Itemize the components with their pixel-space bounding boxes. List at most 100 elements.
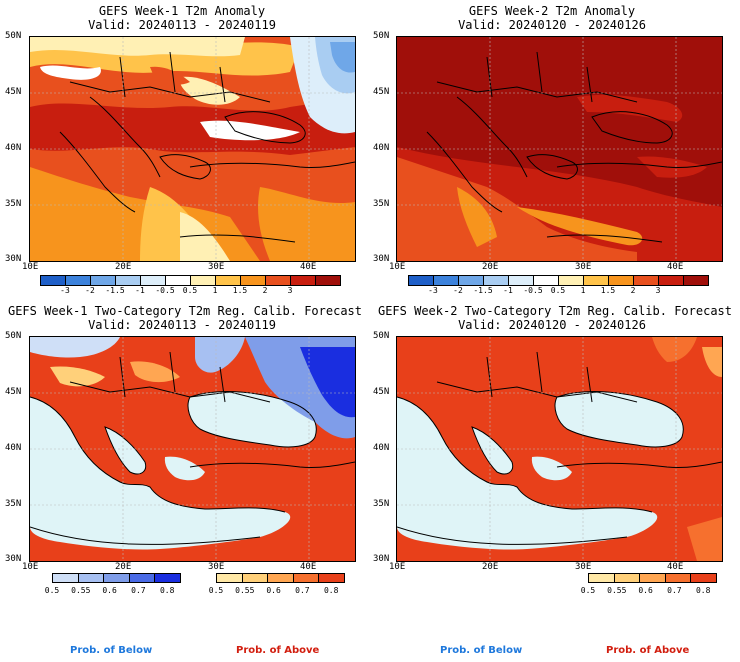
legend-prob-above: Prob. of Above — [236, 645, 320, 656]
prob-below-colorbar: 0.5 0.55 0.6 0.7 0.8 — [45, 573, 181, 595]
lon-label: 40E — [300, 262, 317, 272]
lon-label: 10E — [22, 262, 39, 272]
colorbar-label: -1.5 — [473, 286, 493, 295]
colorbar-segment — [215, 275, 241, 286]
colorbar-segment — [240, 275, 266, 286]
colorbar-label: 0.8 — [159, 586, 175, 595]
colorbar-label: 0.55 — [71, 586, 91, 595]
colorbar-segment — [65, 275, 91, 286]
colorbar-segment — [165, 275, 191, 286]
panel-title: GEFS Week-1 Two-Category T2m Reg. Calib.… — [7, 304, 362, 318]
colorbar-label: 1 — [212, 286, 218, 295]
panel-week2-probability: GEFS Week-2 Two-Category T2m Reg. Calib.… — [370, 300, 740, 600]
colorbar-label: -0.5 — [523, 286, 543, 295]
panel-title: GEFS Week-1 T2m Anomaly — [98, 4, 266, 18]
lon-label: 20E — [482, 562, 499, 572]
colorbar-segment — [690, 573, 717, 583]
panel-week1-probability: GEFS Week-1 Two-Category T2m Reg. Calib.… — [0, 300, 370, 600]
colorbar-segment — [613, 573, 641, 583]
lon-label: 20E — [115, 262, 132, 272]
lon-label: 30E — [575, 562, 592, 572]
colorbar-label: -1 — [503, 286, 513, 295]
lat-label: 30N — [373, 254, 390, 264]
lat-label: 45N — [373, 87, 390, 97]
panel-valid-dates: Valid: 20240120 - 20240126 — [458, 18, 646, 32]
lat-label: 35N — [5, 199, 22, 209]
colorbar-label: -3 — [428, 286, 438, 295]
colorbar-label: 0.7 — [667, 586, 682, 595]
colorbar-label: 0.55 — [607, 586, 627, 595]
lat-label: 45N — [5, 387, 22, 397]
colorbar-segment — [608, 275, 634, 286]
lat-label: 50N — [373, 31, 390, 41]
legend-prob-below: Prob. of Below — [440, 645, 523, 656]
colorbar-label: 1.5 — [600, 286, 616, 295]
colorbar-segment — [433, 275, 459, 286]
lat-label: 35N — [5, 499, 22, 509]
colorbar-segment — [508, 275, 534, 286]
colorbar-segment — [103, 573, 130, 583]
panel-title: GEFS Week-2 Two-Category T2m Reg. Calib.… — [377, 304, 732, 318]
lat-label: 30N — [5, 554, 22, 564]
map-week2-anomaly — [396, 36, 723, 262]
colorbar-label: 0.8 — [695, 586, 711, 595]
colorbar-label: -3 — [60, 286, 70, 295]
anomaly-colorbar: -3 -2 -1.5 -1 -0.5 0.5 1 1.5 2 3 — [408, 275, 709, 295]
colorbar-segment — [241, 573, 269, 583]
panel-week1-anomaly: GEFS Week-1 T2m Anomaly Valid: 20240113 … — [0, 0, 370, 300]
colorbar-segment — [292, 573, 320, 583]
map-week1-anomaly — [29, 36, 356, 262]
map-week2-probability — [396, 336, 723, 562]
colorbar-label: -2 — [85, 286, 95, 295]
colorbar-segment — [588, 573, 615, 583]
colorbar-label: 0.5 — [580, 586, 596, 595]
panel-title: GEFS Week-2 T2m Anomaly — [468, 4, 636, 18]
colorbar-segment — [154, 573, 181, 583]
panel-week2-anomaly: GEFS Week-2 T2m Anomaly Valid: 20240120 … — [370, 0, 740, 300]
colorbar-label: -0.5 — [155, 286, 175, 295]
panel-valid-dates: Valid: 20240113 - 20240119 — [88, 318, 276, 332]
colorbar-segment — [483, 275, 509, 286]
anomaly-colorbar: -3 -2 -1.5 -1 -0.5 0.5 1 1.5 2 3 — [40, 275, 341, 295]
lat-label: 50N — [5, 331, 22, 341]
colorbar-segment — [408, 275, 434, 286]
colorbar-label: 3 — [287, 286, 293, 295]
lat-label: 35N — [373, 199, 390, 209]
lat-label: 50N — [373, 331, 390, 341]
panel-valid-dates: Valid: 20240120 - 20240126 — [458, 318, 646, 332]
colorbar-label: 0.6 — [638, 586, 653, 595]
colorbar-label: 0.55 — [235, 586, 255, 595]
lon-label: 30E — [208, 562, 225, 572]
colorbar-label: 2 — [630, 286, 636, 295]
legend-prob-above: Prob. of Above — [606, 645, 690, 656]
lat-label: 30N — [5, 254, 22, 264]
colorbar-segment — [558, 275, 584, 286]
lon-label: 40E — [667, 562, 684, 572]
colorbar-segment — [315, 275, 341, 286]
map-week1-probability — [29, 336, 356, 562]
lat-label: 45N — [373, 387, 390, 397]
lon-label: 20E — [482, 262, 499, 272]
lon-label: 10E — [22, 562, 39, 572]
colorbar-segment — [77, 573, 105, 583]
colorbar-label: 0.6 — [102, 586, 117, 595]
colorbar-label: 0.6 — [266, 586, 281, 595]
colorbar-segment — [128, 573, 156, 583]
colorbar-label: -1 — [135, 286, 145, 295]
colorbar-segment — [267, 573, 294, 583]
colorbar-segment — [190, 275, 216, 286]
colorbar-label: 0.7 — [131, 586, 146, 595]
colorbar-label: 0.7 — [295, 586, 310, 595]
colorbar-segment — [458, 275, 484, 286]
colorbar-segment — [633, 275, 659, 286]
lon-label: 20E — [115, 562, 132, 572]
panel-valid-dates: Valid: 20240113 - 20240119 — [88, 18, 276, 32]
lat-label: 50N — [5, 31, 22, 41]
lat-label: 40N — [5, 443, 22, 453]
colorbar-label: 0.5 — [44, 586, 60, 595]
colorbar-segment — [318, 573, 345, 583]
colorbar-segment — [140, 275, 166, 286]
lat-label: 30N — [373, 554, 390, 564]
lon-label: 30E — [208, 262, 225, 272]
lat-label: 45N — [5, 87, 22, 97]
